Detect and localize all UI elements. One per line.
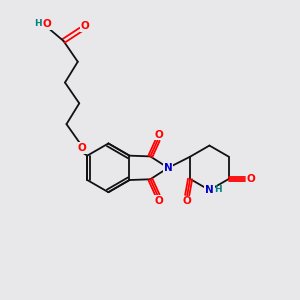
Text: O: O	[78, 143, 87, 153]
Text: O: O	[43, 19, 52, 29]
Text: O: O	[247, 174, 255, 184]
Text: O: O	[81, 21, 90, 31]
Text: O: O	[183, 196, 191, 206]
Text: O: O	[154, 130, 163, 140]
Text: N: N	[164, 163, 172, 173]
Text: H: H	[214, 185, 222, 194]
Text: N: N	[205, 185, 214, 195]
Text: O: O	[154, 196, 163, 206]
Text: H: H	[34, 19, 42, 28]
